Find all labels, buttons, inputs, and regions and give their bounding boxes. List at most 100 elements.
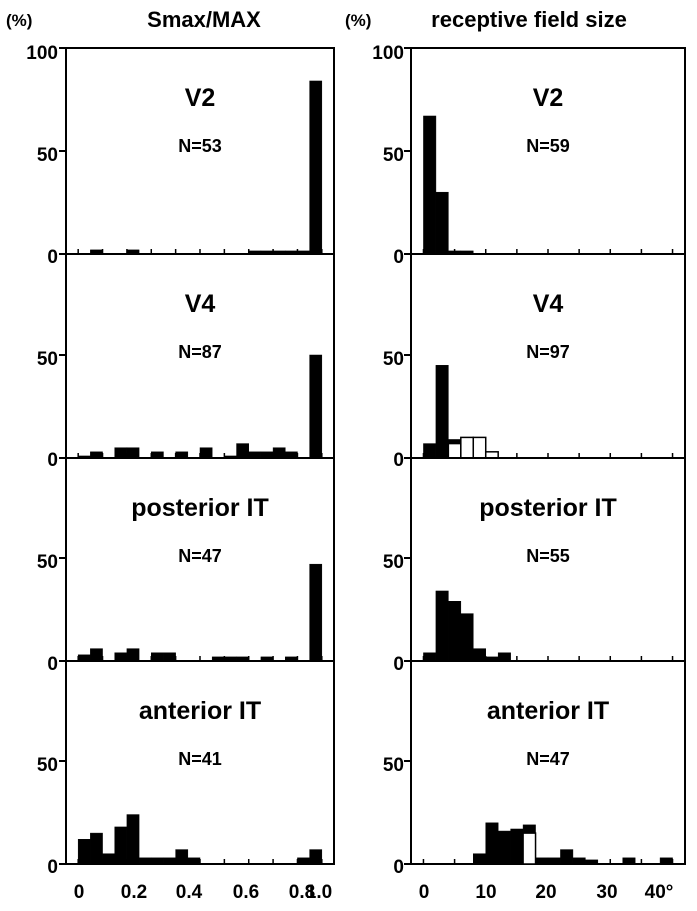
histogram-bar (435, 590, 449, 662)
histogram-bar (423, 652, 437, 662)
right-ytick-0-panel2: 0 (393, 450, 404, 471)
panel-sample-size: N=97 (526, 342, 570, 362)
left-xtick-0.4: 0.4 (176, 882, 203, 903)
histogram-bar (423, 443, 437, 459)
histogram-bar (163, 857, 176, 865)
histogram-bar (309, 80, 323, 255)
right-ytick-50-panel2: 50 (383, 349, 404, 370)
panel-sample-size: N=41 (178, 749, 222, 769)
histogram-bar (126, 648, 140, 662)
histogram-bar (114, 826, 128, 865)
histogram-bar (560, 849, 574, 865)
right-xtick-0: 0 (419, 882, 430, 903)
left-ytick-0-panel3: 0 (47, 654, 58, 675)
histogram-bar-open (472, 436, 487, 459)
right-column-title: receptive field size (431, 7, 627, 32)
panel-title: V4 (533, 290, 564, 318)
left-ytick-0-panel4: 0 (47, 857, 58, 878)
histogram-bar-open (522, 832, 537, 865)
histogram-bar (151, 652, 164, 662)
histogram-bar (510, 828, 524, 865)
panel-sample-size: N=53 (178, 136, 222, 156)
right-ytick-50-panel4: 50 (383, 755, 404, 776)
histogram-bar (309, 563, 323, 662)
histogram-panel: anterior IT N=47 (404, 660, 686, 865)
histogram-bar (497, 830, 511, 865)
histogram-bar-open (460, 436, 475, 459)
right-xtick-40: 40° (645, 882, 674, 903)
histogram-bar (114, 447, 128, 459)
left-ytick-0-panel1: 0 (47, 247, 58, 268)
right-ytick-50-panel1: 50 (383, 145, 404, 166)
histogram-bar (187, 857, 201, 865)
panel-title: V4 (185, 290, 216, 318)
histogram-bar (199, 447, 213, 459)
panel-sample-size: N=47 (526, 749, 570, 769)
histogram-bar (423, 115, 437, 255)
left-ytick-0-panel2: 0 (47, 450, 58, 471)
panel-sample-size: N=59 (526, 136, 570, 156)
right-ytick-0-panel1: 0 (393, 247, 404, 268)
left-xtick-0.2: 0.2 (121, 882, 147, 903)
histogram-bar (485, 822, 499, 865)
histogram-bar (460, 613, 474, 662)
histogram-bar (126, 814, 140, 865)
right-ytick-0-panel4: 0 (393, 857, 404, 878)
panel-title: posterior IT (479, 494, 617, 522)
histogram-panel: anterior IT N=41 (59, 660, 335, 865)
histogram-bar (309, 849, 323, 865)
histogram-panel: posterior IT N=55 (404, 457, 686, 662)
histogram-bar (175, 849, 189, 865)
panel-sample-size: N=47 (178, 546, 222, 566)
histogram-panel: V2 N=53 (59, 47, 335, 255)
histogram-bar (435, 365, 449, 459)
histogram-panel: V4 N=87 (59, 253, 335, 459)
histogram-bar (659, 857, 673, 865)
left-y-unit-label: (%) (6, 11, 32, 30)
histogram-bar (535, 857, 549, 865)
left-ytick-50-panel3: 50 (37, 552, 58, 573)
left-xtick-0: 0 (74, 882, 85, 903)
left-xtick-1.0: 1.0 (306, 882, 332, 903)
left-ytick-50-panel1: 50 (37, 145, 58, 166)
panel-sample-size: N=87 (178, 342, 222, 362)
histogram-bar (77, 839, 91, 865)
left-ytick-100: 100 (26, 43, 58, 64)
histogram-bar (297, 857, 310, 865)
histogram-panel: V4 N=97 (404, 253, 686, 459)
histogram-bar (622, 857, 636, 865)
right-xtick-30: 30 (596, 882, 617, 903)
histogram-bar (547, 857, 561, 865)
panel-layer: V2 N=53 V2 N=59 V4 N=87 V4 N=97 posterior IT N=47… (59, 47, 686, 865)
panel-title: anterior IT (487, 697, 609, 725)
histogram-bar (473, 648, 486, 662)
histogram-bar (138, 857, 152, 865)
histogram-bar (163, 652, 176, 662)
right-xtick-20: 20 (535, 882, 556, 903)
histogram-bar (90, 648, 103, 662)
histogram-bar (309, 354, 323, 459)
histogram-bar (435, 191, 449, 255)
left-xtick-0.8: 0.8 (289, 882, 315, 903)
histogram-bar (572, 857, 586, 865)
panel-title: posterior IT (131, 494, 269, 522)
histogram-bar (90, 832, 103, 865)
histogram-bar (448, 601, 462, 662)
histogram-bar (585, 859, 599, 865)
panel-title: V2 (185, 84, 216, 112)
right-ytick-0-panel3: 0 (393, 654, 404, 675)
histogram-bar (126, 447, 140, 459)
right-ytick-100: 100 (372, 43, 404, 64)
right-ytick-50-panel3: 50 (383, 552, 404, 573)
right-xtick-10: 10 (475, 882, 496, 903)
histogram-bar (236, 443, 249, 459)
histogram-bar (473, 853, 486, 865)
panel-title: V2 (533, 84, 564, 112)
panel-title: anterior IT (139, 697, 261, 725)
histogram-panel: posterior IT N=47 (59, 457, 335, 662)
histogram-panel: V2 N=59 (404, 47, 686, 255)
left-ytick-50-panel2: 50 (37, 349, 58, 370)
left-xtick-0.6: 0.6 (233, 882, 259, 903)
histogram-bar-open (447, 442, 462, 459)
